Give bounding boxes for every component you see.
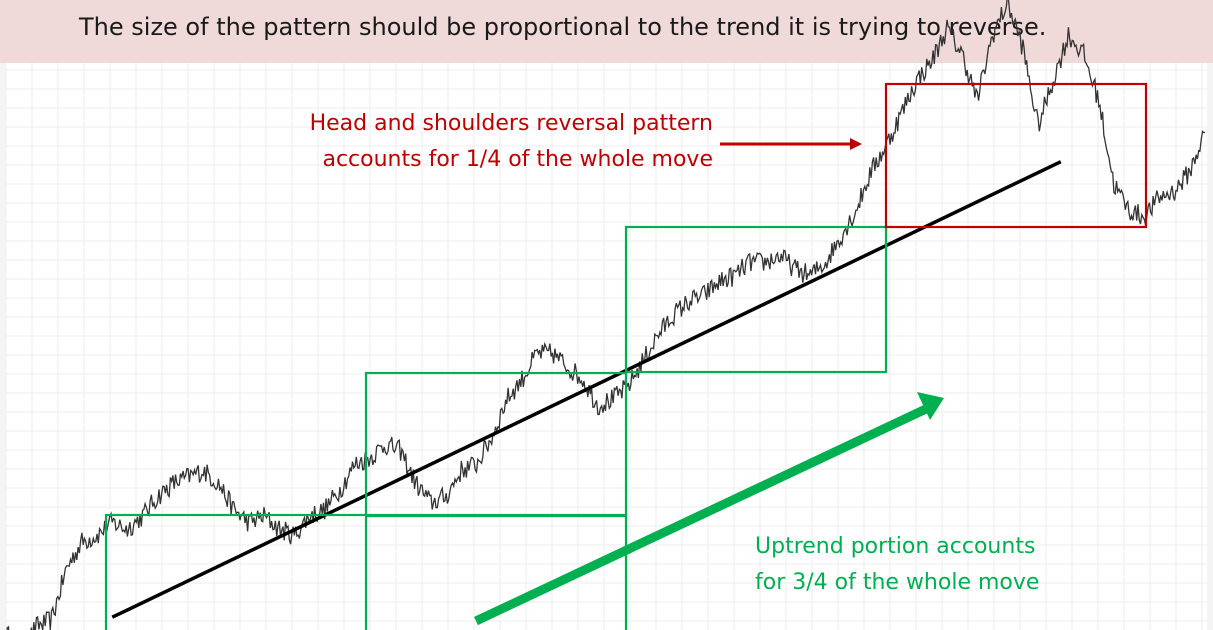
uptrend-step-box-3: [624, 225, 888, 374]
left-margin-strip: [0, 63, 6, 630]
reversal-annotation-line-1: Head and shoulders reversal pattern: [309, 111, 713, 136]
uptrend-step-box-2: [364, 371, 628, 518]
uptrend-support-line: [111, 160, 1062, 619]
uptrend-arrow-head: [917, 392, 944, 420]
uptrend-annotation: Uptrend portion accounts for 3/4 of the …: [755, 529, 1039, 601]
reversal-annotation-line-2: accounts for 1/4 of the whole move: [322, 147, 713, 172]
reversal-pointer-arrow-head: [850, 138, 862, 150]
price-series-line: [6, 0, 1205, 630]
uptrend-annotation-line-2: for 3/4 of the whole move: [755, 570, 1040, 595]
reversal-pattern-box: [884, 82, 1148, 229]
reversal-annotation: Head and shoulders reversal pattern acco…: [310, 106, 713, 178]
uptrend-arrow-shaft: [474, 403, 930, 626]
right-margin-strip: [1207, 63, 1213, 630]
title-banner: The size of the pattern should be propor…: [0, 0, 1213, 63]
uptrend-annotation-line-1: Uptrend portion accounts: [755, 534, 1036, 559]
banner-title: The size of the pattern should be propor…: [79, 13, 1047, 41]
